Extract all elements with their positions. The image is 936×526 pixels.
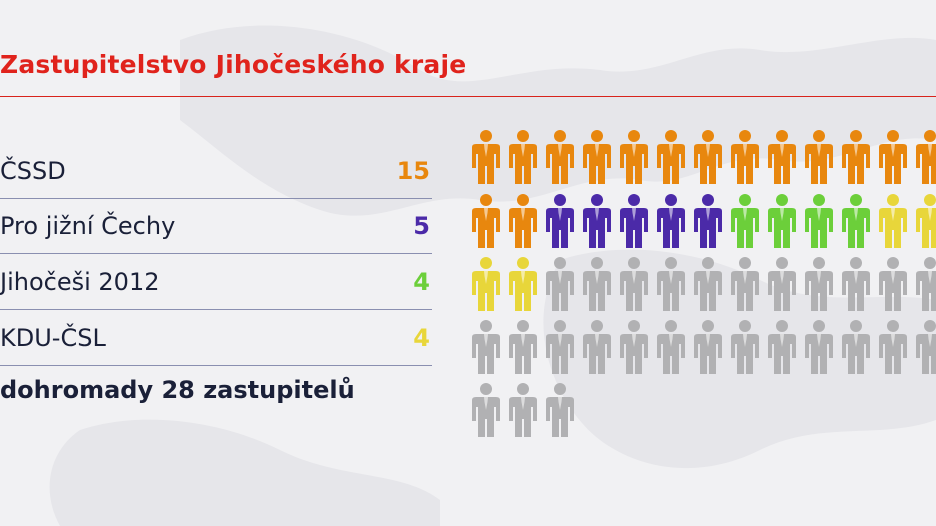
- person-icon: [879, 320, 907, 374]
- chart-title: Zastupitelstvo Jihočeského kraje: [0, 50, 467, 79]
- person-icon: [842, 194, 870, 248]
- legend-party-name: Pro jižní Čechy: [0, 212, 176, 240]
- person-icon: [472, 383, 500, 437]
- person-icon: [657, 320, 685, 374]
- legend-seat-count: 4: [413, 268, 430, 296]
- person-icon: [546, 257, 574, 311]
- person-icon: [768, 194, 796, 248]
- person-icon: [546, 130, 574, 184]
- legend-separator: [0, 198, 432, 199]
- person-icon: [731, 257, 759, 311]
- person-icon: [546, 194, 574, 248]
- person-icon: [842, 320, 870, 374]
- person-icon: [842, 130, 870, 184]
- legend-row: KDU-ČSL 4: [0, 310, 432, 366]
- person-icon: [472, 130, 500, 184]
- person-icon: [694, 194, 722, 248]
- person-icon: [620, 320, 648, 374]
- legend-row: Pro jižní Čechy 5: [0, 198, 432, 254]
- person-icon: [472, 320, 500, 374]
- person-icon: [583, 130, 611, 184]
- person-icon: [805, 130, 833, 184]
- person-icon: [657, 130, 685, 184]
- person-icon: [768, 130, 796, 184]
- person-icon: [583, 320, 611, 374]
- legend-party-name: Jihočeši 2012: [0, 268, 160, 296]
- person-icon: [509, 194, 537, 248]
- legend-seat-count: 15: [396, 157, 430, 185]
- person-icon: [509, 130, 537, 184]
- person-icon: [620, 194, 648, 248]
- person-icon: [842, 257, 870, 311]
- legend-row: Jihočeši 2012 4: [0, 254, 432, 310]
- person-icon: [657, 194, 685, 248]
- legend-party-name: KDU-ČSL: [0, 324, 106, 352]
- person-icon: [879, 257, 907, 311]
- person-icon: [805, 257, 833, 311]
- person-icon: [731, 130, 759, 184]
- person-icon: [509, 320, 537, 374]
- person-icon: [916, 320, 936, 374]
- person-icon: [694, 257, 722, 311]
- legend-row: ČSSD 15: [0, 143, 432, 199]
- person-icon: [879, 194, 907, 248]
- person-icon: [805, 320, 833, 374]
- person-icon: [546, 320, 574, 374]
- legend-seat-count: 4: [413, 324, 430, 352]
- person-icon: [583, 194, 611, 248]
- person-icon: [768, 320, 796, 374]
- person-icon: [583, 257, 611, 311]
- person-icon: [879, 130, 907, 184]
- person-icon: [731, 320, 759, 374]
- person-icon: [472, 257, 500, 311]
- person-icon: [694, 320, 722, 374]
- person-icon: [916, 130, 936, 184]
- person-icon: [916, 257, 936, 311]
- person-icon: [694, 130, 722, 184]
- person-icon: [620, 130, 648, 184]
- person-icon: [546, 383, 574, 437]
- person-icon: [731, 194, 759, 248]
- title-divider: [0, 96, 936, 97]
- person-icon: [805, 194, 833, 248]
- person-icon: [472, 194, 500, 248]
- person-icon: [509, 257, 537, 311]
- legend-party-name: ČSSD: [0, 157, 66, 185]
- legend-separator: [0, 365, 432, 366]
- person-icon: [768, 257, 796, 311]
- person-icon: [509, 383, 537, 437]
- person-icon: [916, 194, 936, 248]
- person-icon: [620, 257, 648, 311]
- legend-seat-count: 5: [413, 212, 430, 240]
- legend-separator: [0, 309, 432, 310]
- total-label: dohromady 28 zastupitelů: [0, 376, 355, 404]
- legend-separator: [0, 253, 432, 254]
- person-icon: [657, 257, 685, 311]
